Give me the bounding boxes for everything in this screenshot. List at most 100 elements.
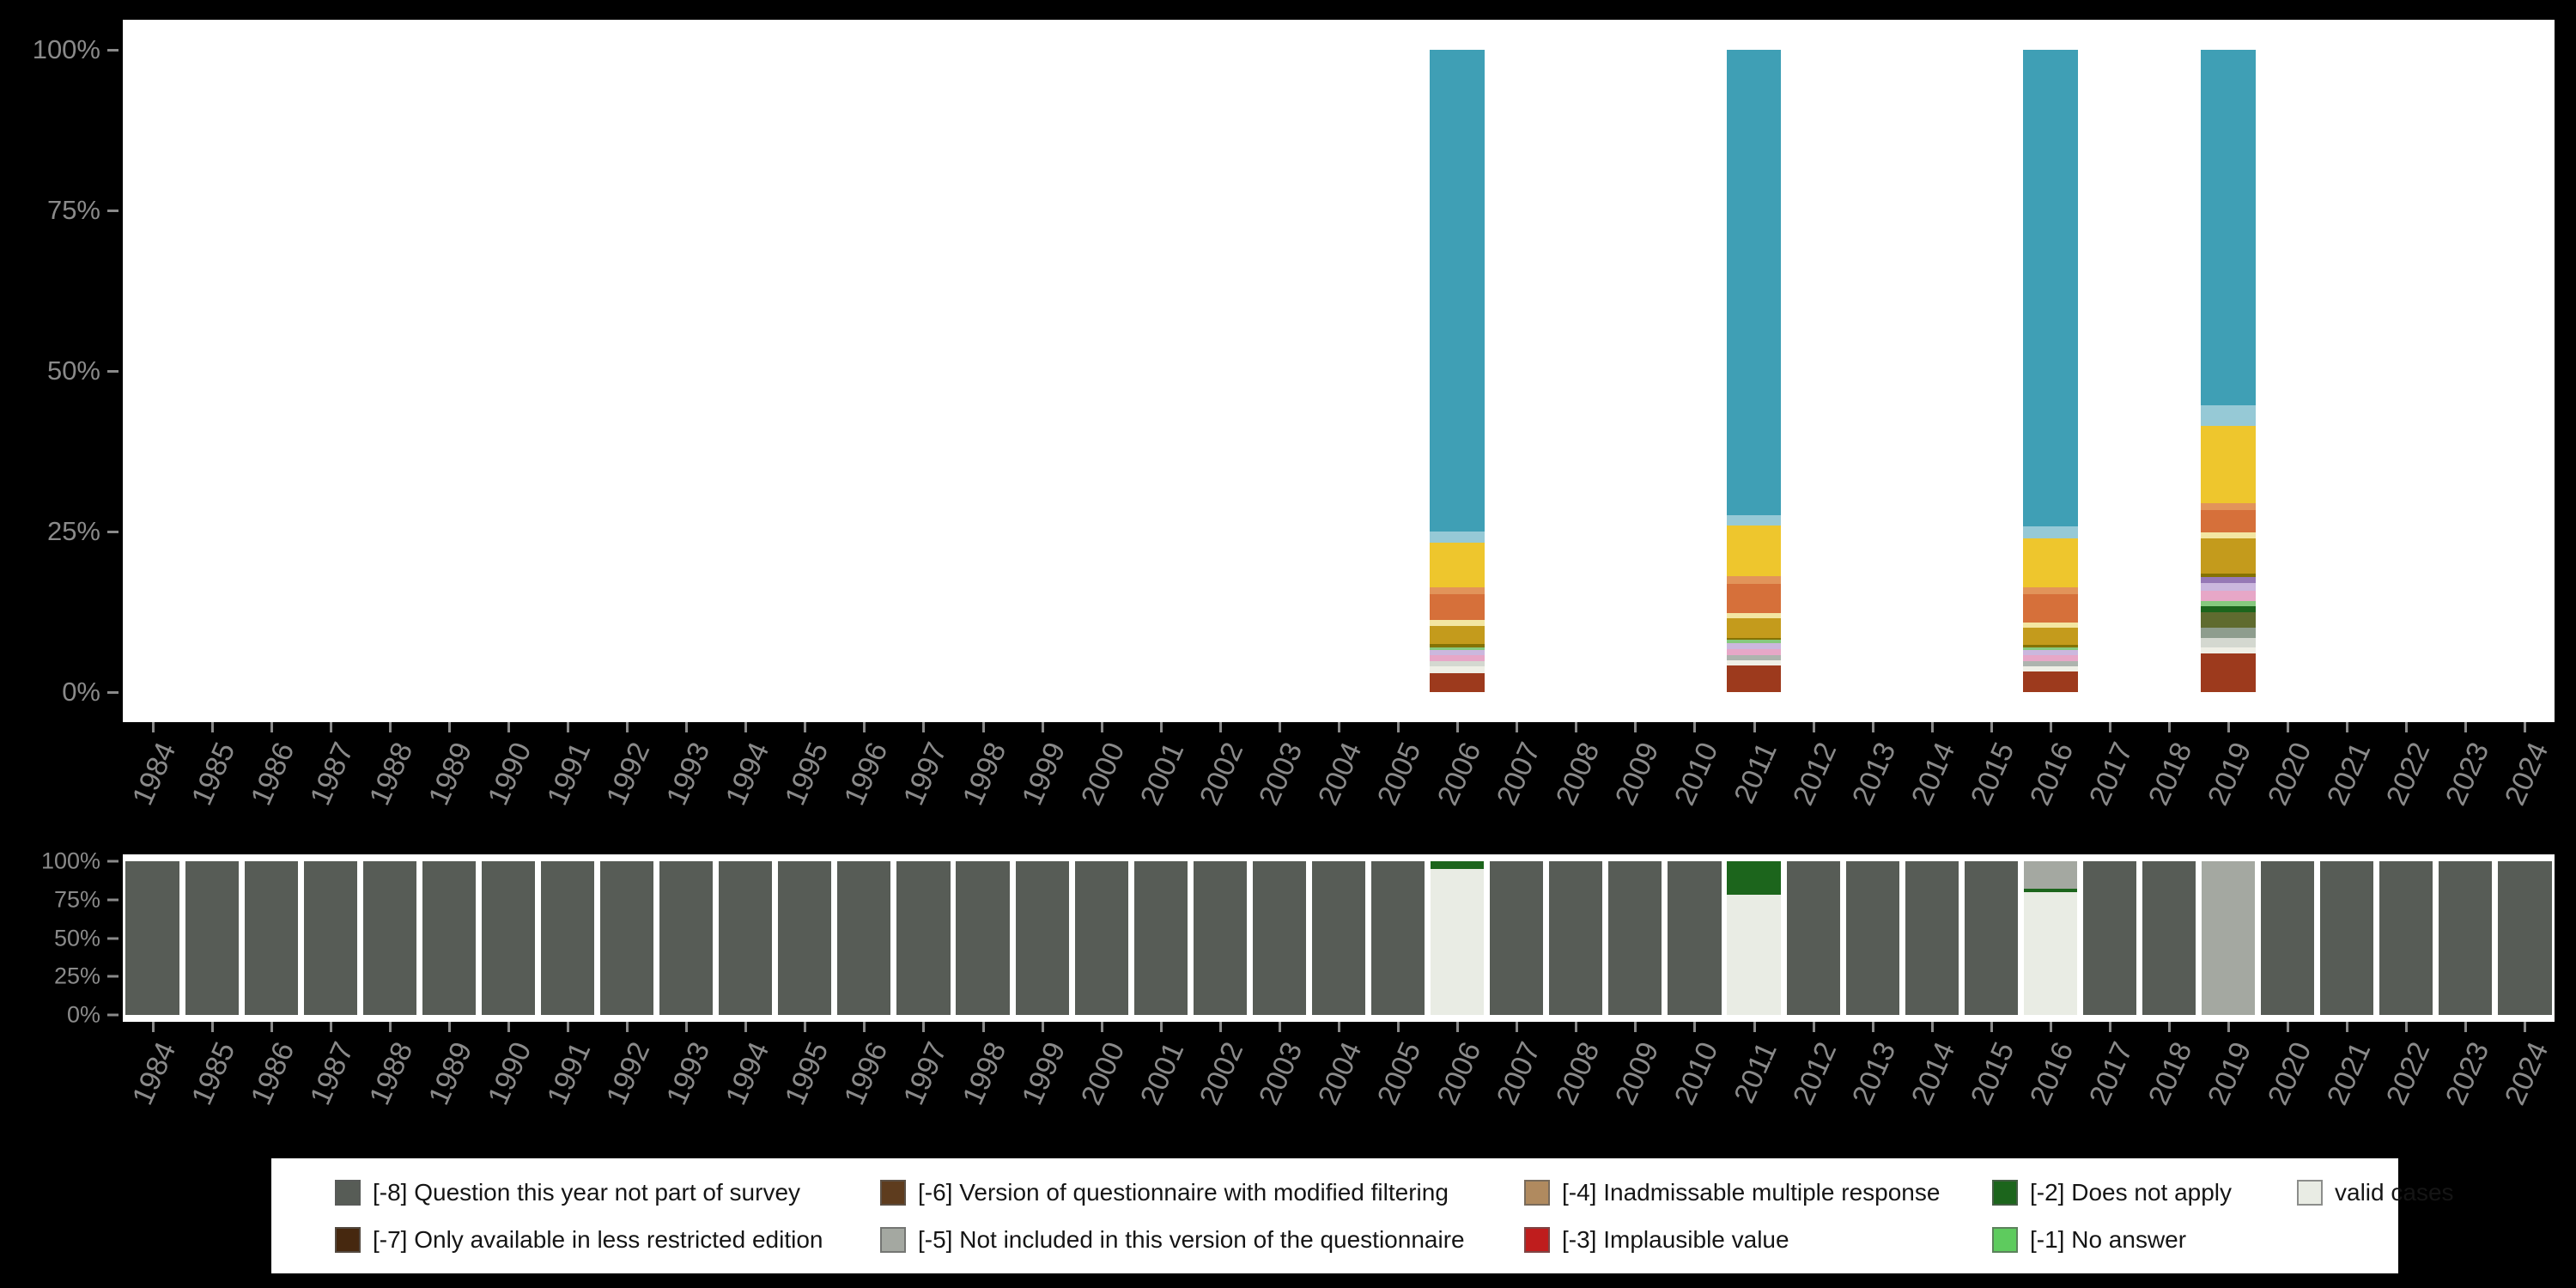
- segment-valid: [1431, 868, 1485, 1015]
- x-axis-tick: [863, 722, 866, 732]
- year-label: 1990: [482, 1037, 538, 1110]
- year-label: 2024: [2498, 738, 2555, 811]
- x-axis-tick: [2524, 1022, 2527, 1032]
- bar-slot-2017: [2080, 861, 2139, 1015]
- segment-na8: [2379, 861, 2433, 1015]
- x-axis-tick: [329, 1022, 332, 1032]
- y-axis-label: 0%: [66, 1001, 100, 1028]
- year-label: 2007: [1490, 738, 1546, 811]
- bar-slot-2020: [2258, 861, 2318, 1015]
- stacked-bar-2016: [2023, 861, 2077, 1015]
- segment-lavender: [2023, 650, 2078, 656]
- stacked-bar-1985: [185, 861, 239, 1015]
- year-label: 2003: [1253, 738, 1309, 811]
- segment-darkred: [1430, 672, 1485, 692]
- stacked-bar-2016: [2023, 50, 2078, 692]
- segment-na5: [2023, 861, 2077, 890]
- year-label: 2020: [2261, 738, 2318, 811]
- segment-na8: [1786, 861, 1840, 1015]
- year-label: 1994: [719, 738, 775, 811]
- bar-slot-2010: [1665, 861, 1724, 1015]
- stacked-bar-2011: [1726, 50, 1782, 692]
- y-axis-tick: [107, 369, 118, 373]
- segment-darkgold: [1726, 618, 1782, 638]
- x-axis-tick: [1100, 1022, 1103, 1032]
- bar-slot-2021: [2318, 861, 2377, 1015]
- stacked-bar-2015: [1964, 861, 2018, 1015]
- segment-lightgray: [2201, 638, 2256, 647]
- category-distribution-panel: [123, 20, 2555, 722]
- legend-item: [-5] Not included in this version of the…: [880, 1226, 1524, 1254]
- y-axis-row: 100%: [33, 34, 118, 65]
- segment-valid: [2023, 891, 2077, 1015]
- year-label: 2006: [1431, 738, 1487, 811]
- year-label: 2018: [2142, 738, 2199, 811]
- x-axis-tick: [2524, 722, 2527, 732]
- segment-valid: [1727, 895, 1781, 1015]
- stacked-bar-1997: [896, 861, 951, 1015]
- bar-slot-2019: [2199, 50, 2258, 692]
- segment-na8: [1490, 861, 1544, 1015]
- year-label: 2012: [1786, 1037, 1844, 1110]
- x-axis-tick: [1812, 722, 1815, 732]
- segment-olive: [1726, 637, 1782, 641]
- y-axis-row: 25%: [47, 516, 118, 547]
- segment-na8: [1252, 861, 1306, 1015]
- bar-slot-1990: [478, 861, 538, 1015]
- segment-pink: [1430, 655, 1485, 662]
- bar-slot-1984: [123, 861, 182, 1015]
- bar-slot-1997: [894, 861, 953, 1015]
- year-label: 1985: [185, 738, 242, 811]
- year-label: 2003: [1253, 1037, 1309, 1110]
- x-axis-tick: [2346, 722, 2349, 732]
- stacked-bar-2019: [2201, 50, 2256, 692]
- segment-na8: [362, 861, 416, 1015]
- x-axis-tick: [744, 722, 748, 732]
- stacked-bar-2022: [2379, 861, 2433, 1015]
- segment-na8: [2439, 861, 2493, 1015]
- x-axis-tick: [1516, 722, 1519, 732]
- missing-values-panel: [123, 854, 2555, 1022]
- x-axis-tick: [1159, 1022, 1163, 1032]
- year-label: 2023: [2439, 738, 2496, 811]
- legend-item: [-3] Implausible value: [1524, 1226, 1992, 1254]
- y-axis-tick: [107, 1013, 118, 1017]
- bar-slot-1987: [301, 861, 360, 1015]
- stacked-bar-2006: [1431, 861, 1485, 1015]
- stacked-bar-1999: [1015, 861, 1069, 1015]
- y-axis-label: 0%: [62, 677, 100, 707]
- y-axis-row: 100%: [41, 848, 118, 875]
- segment-ivory: [2201, 647, 2256, 654]
- bar-slot-2009: [1606, 861, 1665, 1015]
- x-axis-tick: [2227, 722, 2231, 732]
- legend-swatch-icon: [1524, 1179, 1550, 1206]
- segment-na8: [659, 861, 714, 1015]
- x-axis-tick: [210, 1022, 214, 1032]
- x-axis-tick: [388, 1022, 392, 1032]
- segment-yellow: [2201, 425, 2256, 503]
- bar-slot-2011: [1724, 861, 1783, 1015]
- segment-na8: [481, 861, 536, 1015]
- year-label: 2021: [2320, 1037, 2377, 1110]
- segment-yellow: [1430, 542, 1485, 588]
- segment-teal: [2023, 50, 2078, 527]
- bar-slot-2016: [2020, 50, 2080, 692]
- year-label: 2005: [1371, 1037, 1428, 1110]
- legend-swatch-icon: [335, 1179, 361, 1206]
- segment-na8: [2320, 861, 2374, 1015]
- stacked-bar-2019: [2202, 861, 2256, 1015]
- segment-purple: [2201, 577, 2256, 583]
- bar-slot-1989: [419, 861, 478, 1015]
- x-axis-tick: [2287, 1022, 2290, 1032]
- year-label: 2013: [1845, 738, 1903, 811]
- x-axis-tick: [1516, 1022, 1519, 1032]
- x-axis-tick: [1753, 722, 1756, 732]
- stacked-bar-2013: [1845, 861, 1899, 1015]
- year-label: 2011: [1728, 1037, 1784, 1109]
- segment-na8: [956, 861, 1010, 1015]
- year-label: 2004: [1312, 1037, 1369, 1110]
- bar-slot-2000: [1072, 861, 1131, 1015]
- legend: [-8] Question this year not part of surv…: [271, 1158, 2454, 1273]
- stacked-bar-2020: [2261, 861, 2315, 1015]
